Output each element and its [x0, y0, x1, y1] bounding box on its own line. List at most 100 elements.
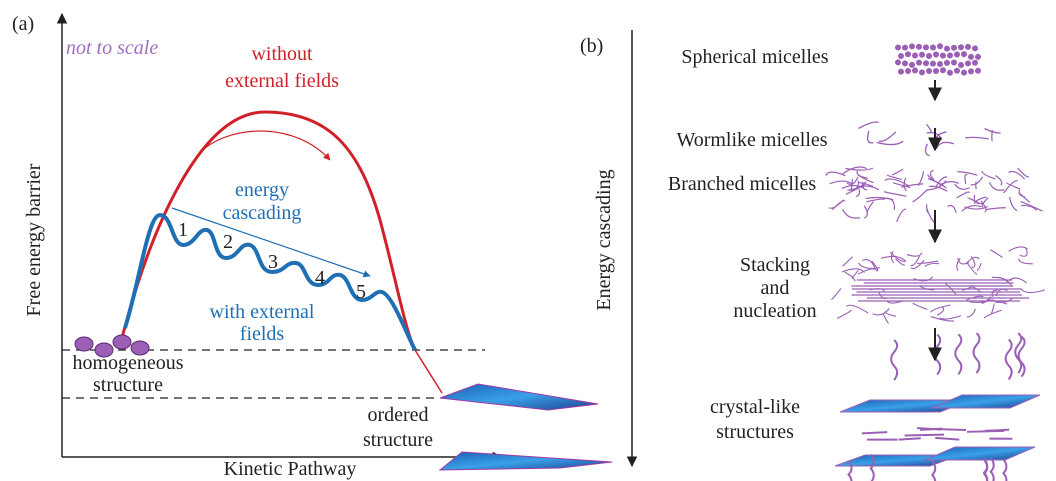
- worm: [881, 255, 907, 262]
- worm: [883, 191, 907, 197]
- worm: [855, 188, 861, 197]
- worm: [846, 176, 859, 185]
- stage-label: crystal-like structures: [710, 396, 800, 443]
- homogeneous-label: homogeneous structure: [72, 352, 183, 396]
- worm: [878, 131, 897, 142]
- chain: [954, 333, 963, 375]
- micelle: [902, 44, 908, 51]
- worm: [829, 180, 852, 185]
- worm: [995, 288, 1008, 297]
- stage-line: crystal-like: [710, 396, 800, 418]
- stage-label: Stacking and nucleation: [733, 254, 816, 322]
- worm: [866, 198, 886, 203]
- worm: [841, 184, 865, 190]
- y-axis-label: Free energy barrier: [23, 163, 45, 316]
- worm: [956, 191, 970, 199]
- micelle: [954, 67, 960, 74]
- note: not to scale: [66, 37, 158, 59]
- worm: [968, 285, 981, 293]
- worm: [857, 268, 878, 275]
- crystal: [931, 394, 1041, 409]
- worm: [1009, 196, 1018, 212]
- cascade-label: energy cascading: [223, 179, 302, 224]
- worm: [910, 255, 921, 267]
- worm: [968, 299, 994, 304]
- worm: [981, 197, 989, 208]
- worm: [884, 178, 910, 187]
- worm: [912, 189, 928, 203]
- worm: [975, 181, 977, 190]
- chain: [1017, 335, 1026, 378]
- chain: [982, 428, 1010, 433]
- micelle: [909, 61, 915, 68]
- worm: [1019, 193, 1031, 203]
- worm: [935, 141, 955, 150]
- micelle: [937, 43, 943, 50]
- chain: [934, 427, 967, 432]
- worm: [966, 262, 978, 275]
- worm: [954, 183, 970, 190]
- sphere: [74, 336, 94, 352]
- micelle: [926, 53, 932, 60]
- micelle: [919, 51, 925, 58]
- worm: [1021, 204, 1038, 211]
- worm: [988, 182, 1005, 191]
- micelle: [905, 51, 911, 58]
- panel-label: (a): [12, 13, 34, 35]
- worm: [981, 170, 996, 180]
- worm: [913, 276, 934, 282]
- worm: [1017, 167, 1030, 178]
- worm: [956, 257, 961, 271]
- crystal: [439, 383, 599, 411]
- step-number: 1: [178, 219, 188, 241]
- worm: [990, 249, 1003, 259]
- worm: [842, 208, 861, 219]
- worm: [862, 258, 876, 268]
- worm: [1018, 258, 1033, 265]
- worm: [916, 260, 939, 264]
- micelle: [940, 52, 946, 59]
- spheres: [74, 334, 150, 358]
- micelle: [968, 68, 974, 75]
- cascade-curve: [123, 212, 417, 351]
- worm: [973, 196, 987, 205]
- worm: [872, 308, 890, 316]
- crystal: [924, 446, 1036, 461]
- sphere: [112, 334, 132, 350]
- worm: [842, 166, 868, 175]
- worm: [892, 182, 911, 189]
- worm: [945, 283, 957, 295]
- micelle: [965, 43, 971, 50]
- worm: [1008, 277, 1028, 284]
- energy-axis-label: Energy cascading: [593, 169, 615, 310]
- chain: [972, 332, 981, 374]
- worm: [1020, 200, 1043, 212]
- worm: [965, 136, 989, 140]
- micelle: [944, 59, 950, 66]
- micelle: [919, 69, 925, 76]
- chain: [982, 459, 989, 481]
- worm: [991, 289, 998, 298]
- micelle: [912, 67, 918, 74]
- worm: [961, 205, 982, 212]
- stage-label: Spherical micelles: [681, 46, 828, 68]
- worm: [851, 269, 859, 279]
- worm: [849, 181, 867, 191]
- worm: [876, 140, 904, 146]
- stage-line: Spherical micelles: [681, 46, 828, 68]
- worm: [886, 300, 903, 304]
- worm: [869, 288, 885, 292]
- worm: [842, 268, 865, 273]
- micelle: [923, 60, 929, 67]
- micelle: [975, 53, 981, 60]
- worm: [927, 177, 947, 189]
- worm: [825, 171, 846, 177]
- worm: [867, 130, 874, 144]
- micelle: [898, 52, 904, 59]
- micelle: [916, 43, 922, 50]
- worm: [930, 316, 955, 322]
- micelle: [926, 68, 932, 75]
- worm: [930, 304, 951, 313]
- stage-line: structures: [716, 421, 794, 443]
